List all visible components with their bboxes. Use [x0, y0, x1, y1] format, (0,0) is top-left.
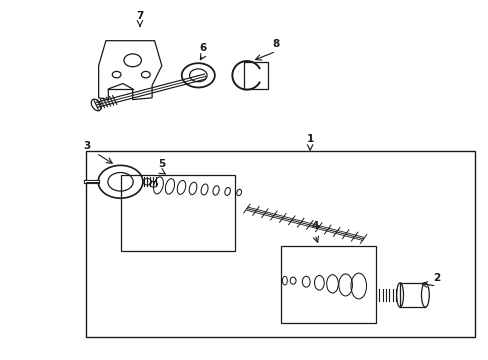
Bar: [120, 175, 234, 251]
Text: 1: 1: [306, 134, 313, 144]
Bar: [86, 152, 474, 337]
Bar: [244, 62, 267, 89]
Text: 5: 5: [158, 159, 165, 169]
Text: 4: 4: [311, 221, 318, 231]
Bar: [281, 246, 375, 323]
Text: 7: 7: [136, 11, 143, 21]
Text: 6: 6: [199, 43, 206, 53]
Text: 3: 3: [82, 141, 90, 151]
Text: 2: 2: [432, 273, 439, 283]
Text: 8: 8: [272, 39, 279, 49]
